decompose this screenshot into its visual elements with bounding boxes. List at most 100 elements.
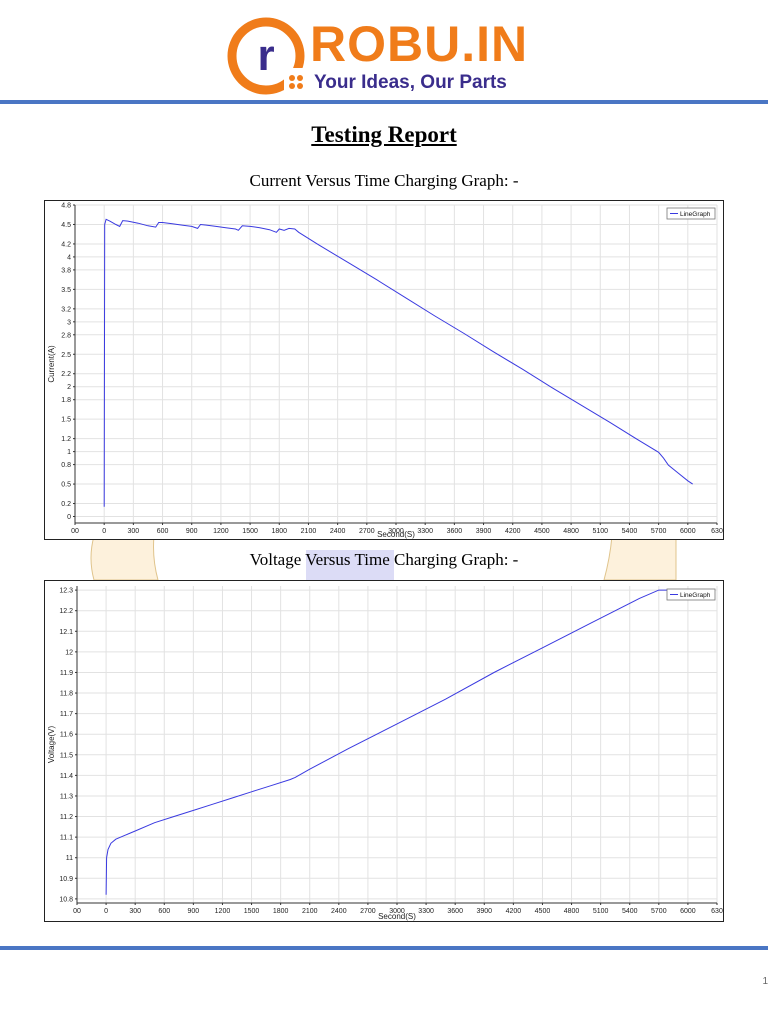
- y-tick-label: 11.5: [60, 752, 73, 759]
- report-title: Testing Report: [311, 122, 457, 147]
- decorative-curve-right: [603, 536, 677, 580]
- x-tick-label: 1500: [242, 528, 258, 535]
- y-tick-label: 11.9: [60, 670, 73, 677]
- x-tick-label: 5700: [651, 908, 667, 915]
- y-tick-label: 11.8: [60, 691, 73, 698]
- x-tick-label: 00: [71, 528, 79, 535]
- current-chart: 00 0 300 600 900 1200 1500 1800 2100 2400 2700 3000…: [44, 200, 724, 540]
- x-tick-label: 5400: [622, 908, 638, 915]
- footer-rule: [0, 946, 768, 950]
- y-tick-label: 2.2: [61, 371, 71, 378]
- x-tick-label: 4800: [564, 908, 580, 915]
- x-tick-label: 630: [711, 908, 723, 915]
- x-tick-label: 3300: [418, 908, 434, 915]
- y-tick-label: 2.8: [61, 332, 71, 339]
- x-tick-label: 2700: [360, 908, 376, 915]
- decorative-curve-left: [90, 536, 159, 580]
- x-tick-label: 2400: [331, 908, 347, 915]
- x-tick-label: 5100: [593, 908, 609, 915]
- x-tick-label: 5100: [592, 528, 608, 535]
- y-tick-label: 3: [67, 319, 71, 326]
- x-tick-label: 3300: [417, 528, 433, 535]
- voltage-chart-svg: 00 0 300 600 900 1200 1500 1800 2100 2400 2700 3000…: [47, 586, 723, 921]
- y-tick-label: 0.5: [61, 482, 71, 489]
- x-tick-label: 300: [128, 528, 140, 535]
- legend-box: [666, 588, 716, 601]
- x-tick-label: 4500: [534, 528, 550, 535]
- y-tick-label: 4.8: [61, 203, 71, 210]
- x-tick-label: 630: [711, 528, 723, 535]
- series-line-linegraph: [105, 589, 698, 895]
- y-tick-label: 10.9: [59, 876, 73, 883]
- x-tick-label: 1800: [271, 528, 287, 535]
- y-axis-title: Voltage(V): [47, 725, 56, 763]
- y-tick-label: 1.2: [61, 436, 71, 443]
- y-tick-label: 2: [67, 384, 71, 391]
- y-tick-label: 11.4: [60, 773, 73, 780]
- x-tick-label: 300: [129, 908, 141, 915]
- y-tick-label: 3.8: [61, 267, 71, 274]
- y-tick-label: 4.5: [61, 222, 71, 229]
- y-tick-label: 12.2: [59, 608, 73, 615]
- y-tick-label: 0.2: [61, 501, 71, 508]
- logo-letter: r: [257, 31, 274, 80]
- y-tick-label: 11.6: [60, 732, 73, 739]
- current-chart-svg: 00 0 300 600 900 1200 1500 1800 2100 2400 2700 3000…: [47, 203, 723, 540]
- x-tick-label: 3900: [476, 528, 492, 535]
- y-tick-label: 10.8: [59, 896, 73, 903]
- y-axis-title: Current(A): [47, 345, 56, 383]
- x-tick-label: 3600: [447, 908, 463, 915]
- page-number: 1: [762, 976, 768, 987]
- y-tick-label: 4.2: [61, 241, 71, 248]
- x-tick-label: 1200: [215, 908, 231, 915]
- x-tick-label: 4500: [535, 908, 551, 915]
- x-tick-label: 1200: [213, 528, 229, 535]
- x-tick-label: 2700: [359, 528, 375, 535]
- x-tick-label: 00: [73, 908, 81, 915]
- x-tick-label: 1800: [273, 908, 289, 915]
- y-tick-label: 0.8: [61, 462, 71, 469]
- legend-label: LineGraph: [680, 211, 711, 218]
- x-tick-label: 6000: [680, 908, 696, 915]
- x-tick-label: 4800: [563, 528, 579, 535]
- x-tick-label: 2100: [302, 908, 318, 915]
- voltage-chart-caption: Voltage Versus Time Charging Graph: -: [249, 550, 519, 569]
- y-tick-label: 11.7: [60, 711, 73, 718]
- y-tick-label: 4: [67, 254, 71, 261]
- highlight-band: [306, 550, 394, 580]
- x-tick-label: 0: [104, 908, 108, 915]
- y-tick-label: 1.5: [61, 417, 71, 424]
- legend-label: LineGraph: [680, 592, 711, 599]
- logo-wordmark: ROBU.IN: [310, 16, 529, 72]
- y-tick-label: 11: [66, 855, 73, 862]
- y-tick-label: 11.3: [60, 793, 73, 800]
- x-tick-label: 6000: [680, 528, 696, 535]
- x-tick-label: 3900: [476, 908, 492, 915]
- y-tick-label: 11.2: [60, 814, 73, 821]
- x-tick-label: 4200: [505, 528, 521, 535]
- y-tick-label: 1: [67, 449, 71, 456]
- y-tick-label: 2.5: [61, 352, 71, 359]
- y-tick-label: 0: [67, 514, 71, 521]
- x-tick-label: 4200: [506, 908, 522, 915]
- x-axis-title: Second(S): [378, 912, 416, 921]
- y-tick-label: 12.1: [59, 629, 73, 636]
- x-tick-label: 900: [186, 528, 198, 535]
- x-tick-label: 0: [102, 528, 106, 535]
- x-tick-label: 3600: [447, 528, 463, 535]
- x-tick-label: 600: [157, 528, 169, 535]
- logo-mark-icon: r: [227, 17, 306, 95]
- series-line-linegraph: [103, 218, 693, 507]
- y-tick-label: 1.8: [61, 397, 71, 404]
- logo-tagline: Your Ideas, Our Parts: [314, 72, 507, 93]
- y-tick-label: 12: [65, 649, 73, 656]
- y-tick-label: 3.2: [61, 306, 71, 313]
- robu-logo: r ROBU.IN Your Ideas, Our Parts: [226, 14, 556, 98]
- y-tick-label: 11.1: [60, 835, 73, 842]
- x-tick-label: 2100: [301, 528, 317, 535]
- x-tick-label: 2400: [330, 528, 346, 535]
- y-tick-label: 3.5: [61, 287, 71, 294]
- x-tick-label: 600: [158, 908, 170, 915]
- x-tick-label: 1500: [244, 908, 260, 915]
- x-tick-label: 5700: [651, 528, 667, 535]
